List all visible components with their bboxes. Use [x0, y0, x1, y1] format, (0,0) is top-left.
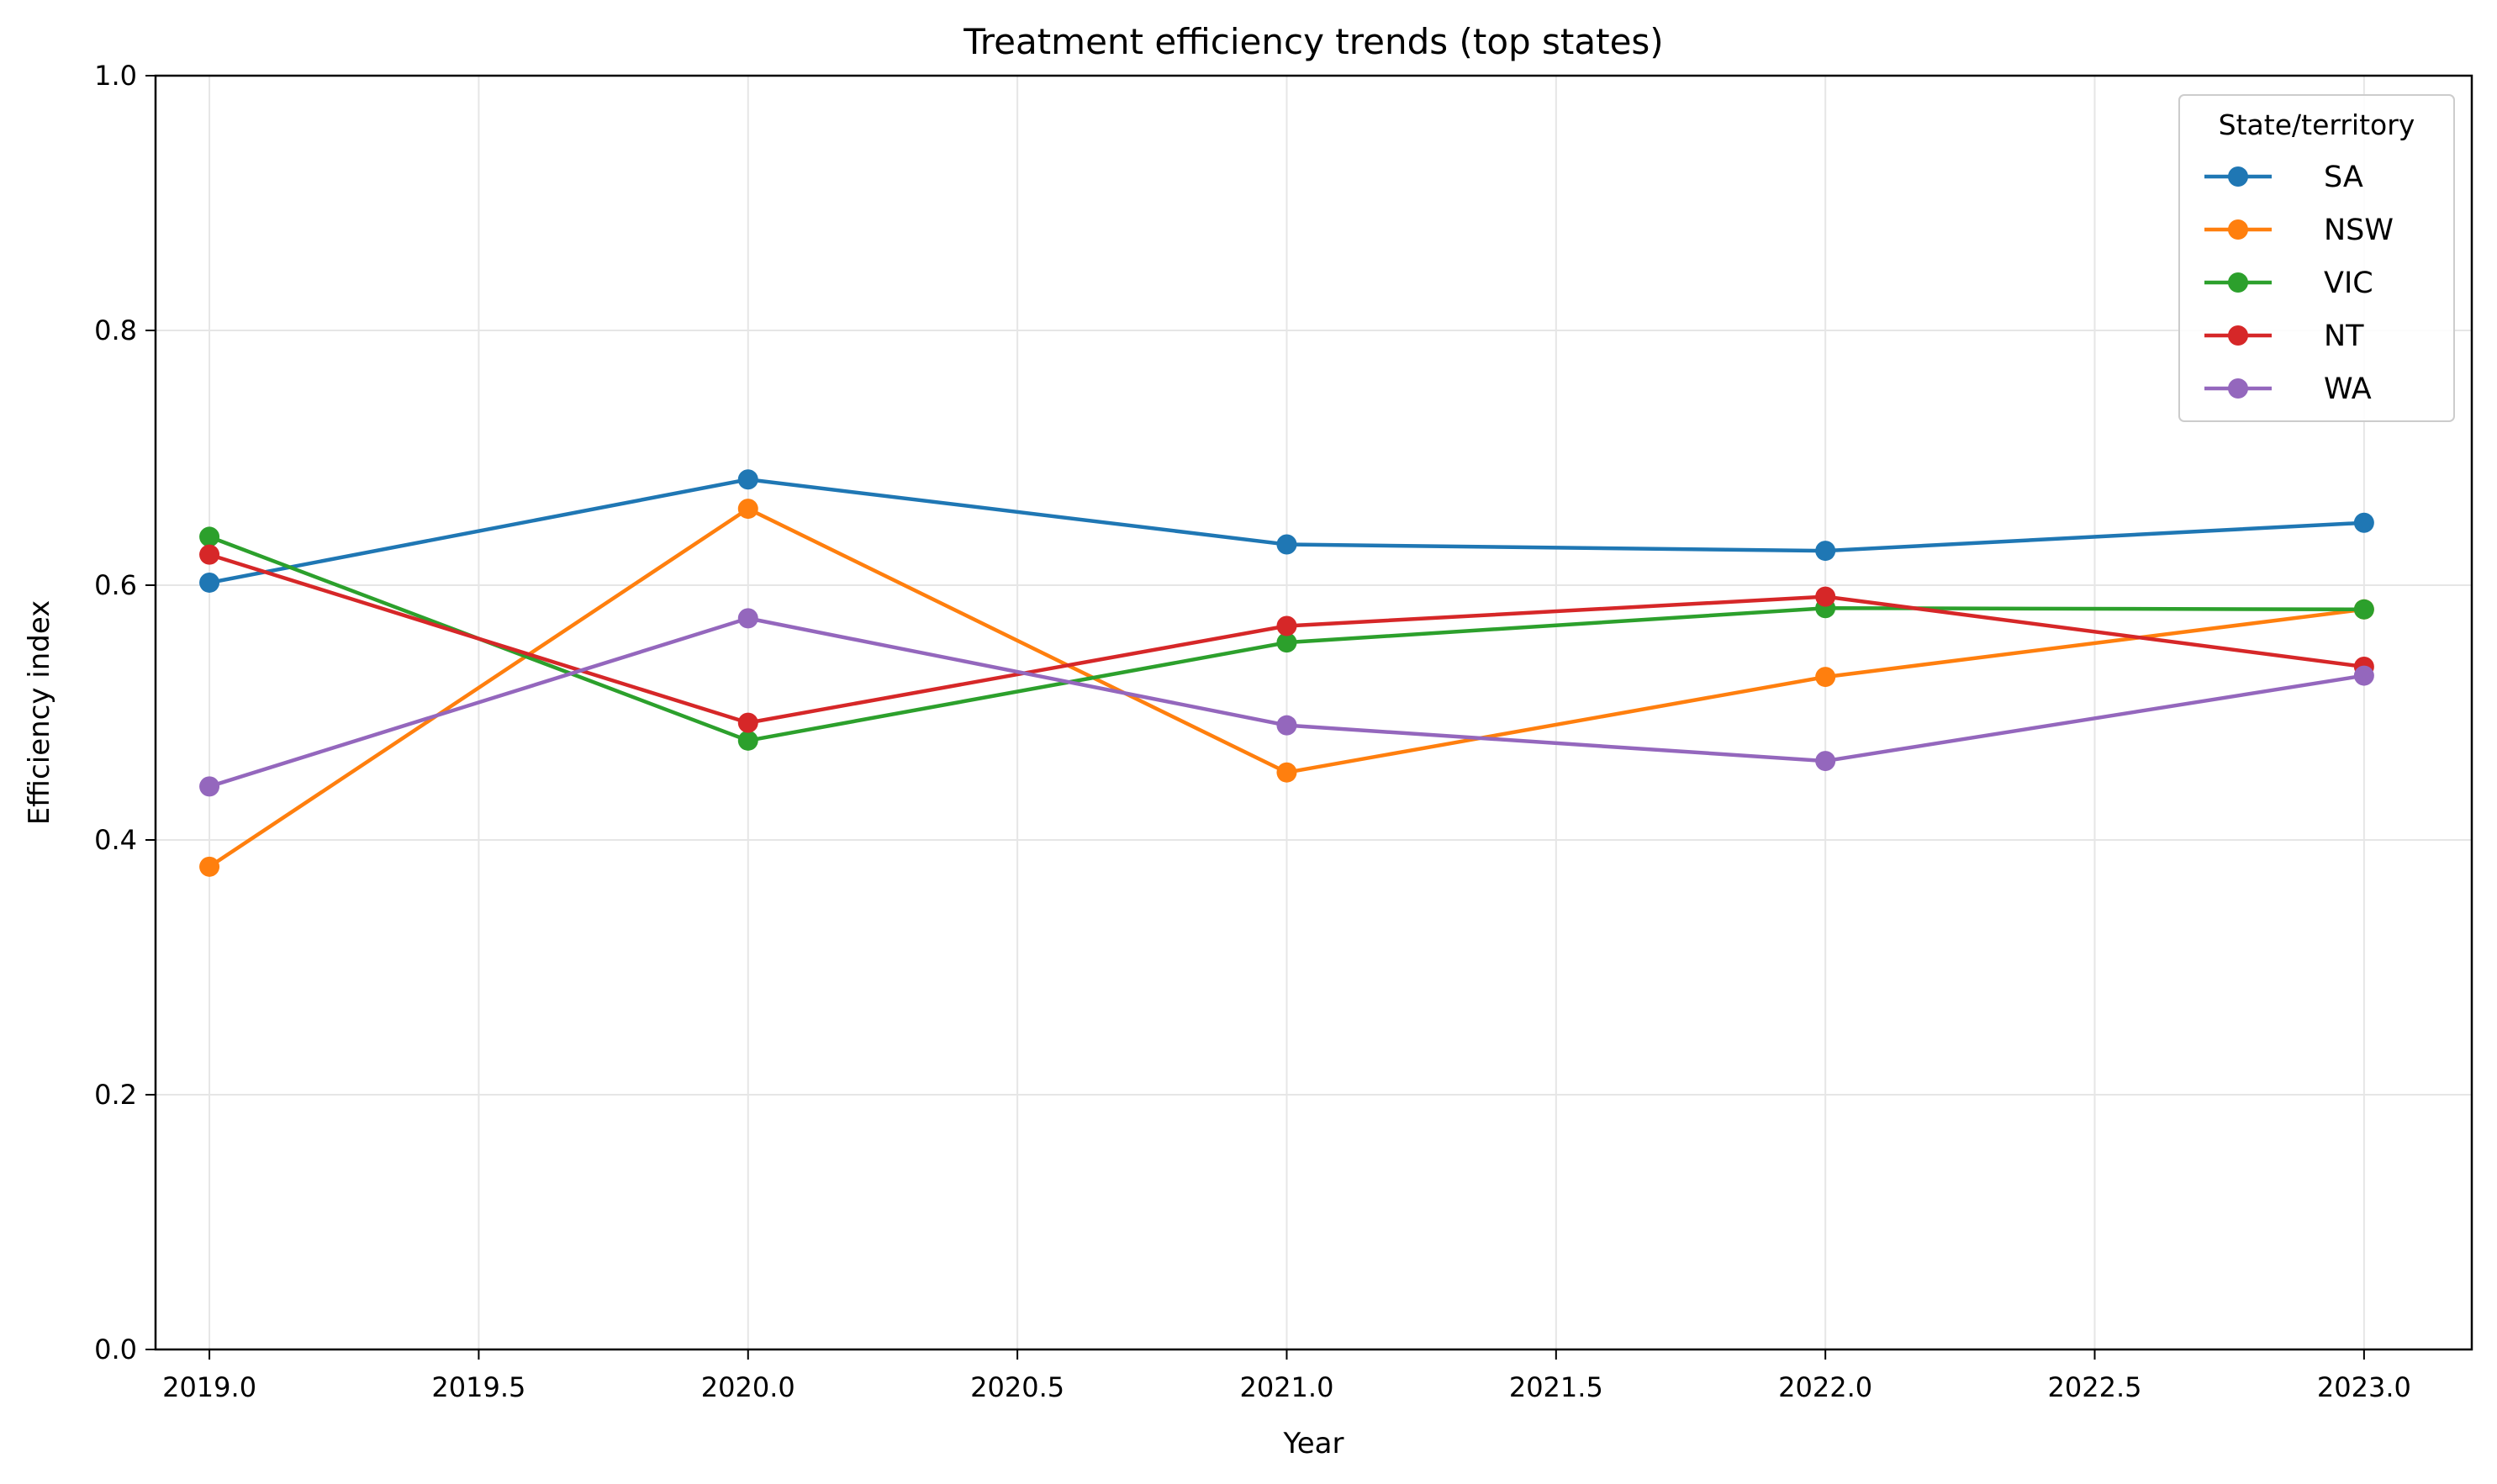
legend-title: State/territory [2219, 108, 2415, 141]
series-sa [199, 469, 2374, 593]
legend-swatch-marker [2228, 166, 2248, 187]
legend-label: VIC [2324, 267, 2373, 300]
data-point-sa [737, 469, 758, 490]
data-point-nt [1815, 586, 1836, 607]
y-axis-title: Efficiency index [23, 600, 56, 826]
legend-label: NSW [2324, 214, 2394, 247]
data-point-vic [1276, 632, 1297, 653]
data-point-nsw [1276, 762, 1297, 783]
y-tick-label: 1.0 [94, 60, 137, 92]
legend-item-nt: NT [2204, 320, 2364, 353]
legend-swatch-marker [2228, 325, 2248, 346]
data-point-nt [737, 712, 758, 733]
data-point-vic [737, 730, 758, 751]
y-tick-label: 0.2 [94, 1079, 137, 1111]
plot-frame [154, 74, 2473, 1351]
legend-item-nsw: NSW [2204, 214, 2394, 247]
legend-item-vic: VIC [2204, 267, 2373, 300]
data-point-vic [199, 526, 220, 547]
legend-box [2178, 94, 2455, 422]
data-point-sa [1276, 534, 1297, 555]
y-tick-label: 0.4 [94, 824, 137, 856]
data-point-wa [1815, 751, 1836, 772]
y-tick-label: 0.8 [94, 314, 137, 346]
x-tick-label: 2019.5 [431, 1371, 525, 1403]
legend-label: NT [2324, 320, 2364, 353]
legend: State/territory SA NSW VIC NT WA [2178, 94, 2455, 422]
data-point-sa [1815, 541, 1836, 562]
data-point-wa [737, 608, 758, 629]
x-tick-label: 2022.0 [1778, 1371, 1872, 1403]
legend-items: SA NSW VIC NT WA [2204, 161, 2394, 406]
data-point-wa [2353, 665, 2374, 686]
x-tick-label: 2020.0 [701, 1371, 795, 1403]
x-tick-label: 2022.5 [2048, 1371, 2142, 1403]
x-tick-label: 2019.0 [162, 1371, 256, 1403]
x-tick-label: 2020.5 [970, 1371, 1064, 1403]
data-point-nt [1276, 615, 1297, 636]
ticks: 2019.0 2019.5 2020.0 2020.5 2021.0 2021.5 2022… [94, 60, 2411, 1403]
y-tick-label: 0.0 [94, 1333, 137, 1365]
series-layer [199, 469, 2374, 877]
y-tick-label: 0.6 [94, 569, 137, 601]
legend-swatch-marker [2228, 219, 2248, 240]
x-tick-label: 2021.5 [1509, 1371, 1603, 1403]
legend-label: SA [2324, 161, 2363, 194]
chart-title: Treatment efficiency trends (top states) [963, 21, 1663, 62]
data-point-wa [199, 776, 220, 797]
data-point-sa [2353, 512, 2374, 533]
legend-label: WA [2324, 372, 2372, 406]
data-point-nt [199, 544, 220, 565]
x-axis-title: Year [1283, 1427, 1344, 1460]
data-point-nsw [737, 499, 758, 520]
data-point-sa [199, 572, 220, 593]
series-nt [199, 544, 2374, 733]
legend-item-wa: WA [2204, 372, 2372, 406]
data-point-wa [1276, 715, 1297, 736]
legend-swatch-marker [2228, 378, 2248, 399]
data-point-nsw [199, 856, 220, 877]
series-wa [199, 608, 2374, 797]
data-point-vic [2353, 599, 2374, 620]
legend-item-sa: SA [2204, 161, 2363, 194]
data-point-nsw [1815, 667, 1836, 688]
legend-swatch-marker [2228, 272, 2248, 293]
x-tick-label: 2023.0 [2317, 1371, 2411, 1403]
x-tick-label: 2021.0 [1239, 1371, 1333, 1403]
